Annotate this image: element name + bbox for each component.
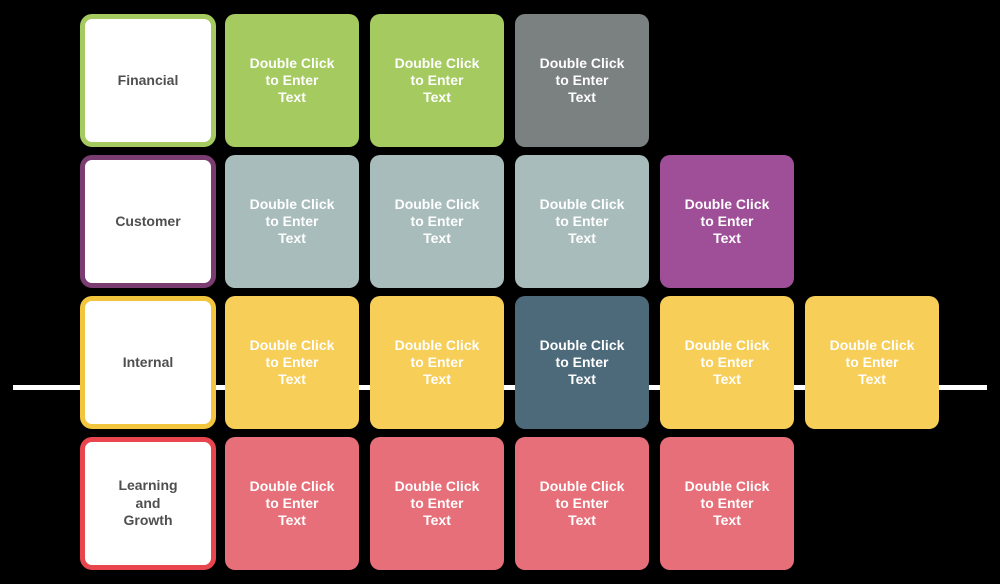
placeholder-card-text: Double Click to Enter Text: [830, 337, 915, 387]
placeholder-card-text-line: Double Click: [249, 478, 335, 495]
row-label-text-customer: Customer: [115, 213, 180, 231]
placeholder-card-text-line: to Enter: [410, 354, 464, 371]
row-label-text-learning-and-growth-line: Growth: [123, 512, 173, 529]
placeholder-card-learning-and-growth-4[interactable]: Double Click to Enter Text: [660, 437, 794, 570]
placeholder-card-text-line: Double Click: [539, 478, 625, 495]
row-label-card-internal[interactable]: Internal: [80, 296, 216, 429]
placeholder-card-financial-2[interactable]: Double Click to Enter Text: [370, 14, 504, 147]
placeholder-card-text-line: to Enter: [410, 495, 464, 512]
placeholder-card-text-line: to Enter: [700, 495, 754, 512]
placeholder-card-learning-and-growth-1[interactable]: Double Click to Enter Text: [225, 437, 359, 570]
placeholder-card-text: Double Click to Enter Text: [395, 196, 480, 246]
placeholder-card-text-line: Text: [423, 370, 451, 387]
row-label-text-financial-line: Financial: [117, 71, 179, 88]
placeholder-card-text: Double Click to Enter Text: [540, 55, 625, 105]
placeholder-card-text-line: to Enter: [555, 495, 609, 512]
placeholder-card-customer-2[interactable]: Double Click to Enter Text: [370, 155, 504, 288]
placeholder-card-text-line: Text: [858, 370, 886, 387]
placeholder-card-text-line: Text: [278, 88, 306, 105]
placeholder-card-text-line: Double Click: [249, 337, 335, 354]
placeholder-card-text-line: Text: [713, 229, 741, 246]
placeholder-card-text-line: Text: [278, 511, 306, 528]
placeholder-card-text: Double Click to Enter Text: [540, 196, 625, 246]
placeholder-card-learning-and-growth-2[interactable]: Double Click to Enter Text: [370, 437, 504, 570]
placeholder-card-text: Double Click to Enter Text: [395, 478, 480, 528]
placeholder-card-learning-and-growth-3[interactable]: Double Click to Enter Text: [515, 437, 649, 570]
placeholder-card-text-line: Text: [568, 370, 596, 387]
placeholder-card-text-line: to Enter: [265, 72, 319, 89]
row-label-text-internal-line: Internal: [122, 353, 174, 370]
placeholder-card-text-line: to Enter: [410, 72, 464, 89]
placeholder-card-text-line: to Enter: [265, 213, 319, 230]
placeholder-card-text-line: Text: [568, 511, 596, 528]
placeholder-card-text: Double Click to Enter Text: [250, 55, 335, 105]
row-label-text-learning-and-growth-line: Learning: [118, 477, 178, 494]
placeholder-card-text-line: to Enter: [265, 495, 319, 512]
placeholder-card-text-line: Double Click: [539, 196, 625, 213]
placeholder-card-customer-1[interactable]: Double Click to Enter Text: [225, 155, 359, 288]
placeholder-card-text-line: Text: [423, 88, 451, 105]
placeholder-card-customer-4[interactable]: Double Click to Enter Text: [660, 155, 794, 288]
placeholder-card-internal-4[interactable]: Double Click to Enter Text: [660, 296, 794, 429]
placeholder-card-text-line: Double Click: [829, 337, 915, 354]
placeholder-card-text-line: Double Click: [684, 196, 770, 213]
placeholder-card-text-line: Double Click: [394, 478, 480, 495]
row-label-text-customer-line: Customer: [115, 212, 181, 229]
placeholder-card-text-line: Double Click: [394, 196, 480, 213]
placeholder-card-text-line: Double Click: [684, 478, 770, 495]
placeholder-card-text-line: to Enter: [555, 213, 609, 230]
placeholder-card-text-line: Text: [423, 229, 451, 246]
row-label-text-learning-and-growth: Learning and Growth: [118, 477, 177, 530]
placeholder-card-financial-3[interactable]: Double Click to Enter Text: [515, 14, 649, 147]
placeholder-card-text-line: Double Click: [249, 55, 335, 72]
placeholder-card-text-line: Double Click: [394, 55, 480, 72]
placeholder-card-customer-3[interactable]: Double Click to Enter Text: [515, 155, 649, 288]
placeholder-card-text-line: to Enter: [700, 354, 754, 371]
placeholder-card-text-line: Double Click: [249, 196, 335, 213]
placeholder-card-text-line: to Enter: [555, 72, 609, 89]
placeholder-card-text: Double Click to Enter Text: [395, 337, 480, 387]
placeholder-card-text: Double Click to Enter Text: [685, 337, 770, 387]
placeholder-card-text: Double Click to Enter Text: [250, 337, 335, 387]
row-label-text-learning-and-growth-line: and: [135, 494, 161, 511]
placeholder-card-internal-5[interactable]: Double Click to Enter Text: [805, 296, 939, 429]
placeholder-card-internal-3[interactable]: Double Click to Enter Text: [515, 296, 649, 429]
placeholder-card-text-line: to Enter: [555, 354, 609, 371]
placeholder-card-text-line: to Enter: [700, 213, 754, 230]
placeholder-card-text-line: Text: [278, 370, 306, 387]
placeholder-card-text: Double Click to Enter Text: [250, 478, 335, 528]
placeholder-card-text-line: Double Click: [539, 337, 625, 354]
placeholder-card-text: Double Click to Enter Text: [395, 55, 480, 105]
row-label-text-internal: Internal: [123, 354, 174, 372]
placeholder-card-text-line: to Enter: [265, 354, 319, 371]
placeholder-card-text-line: Text: [278, 229, 306, 246]
placeholder-card-text-line: Text: [423, 511, 451, 528]
placeholder-card-text-line: Text: [713, 511, 741, 528]
placeholder-card-text-line: to Enter: [845, 354, 899, 371]
placeholder-card-text: Double Click to Enter Text: [685, 478, 770, 528]
placeholder-card-text: Double Click to Enter Text: [540, 478, 625, 528]
placeholder-card-text-line: Text: [568, 88, 596, 105]
row-label-card-learning-and-growth[interactable]: Learning and Growth: [80, 437, 216, 570]
placeholder-card-text: Double Click to Enter Text: [250, 196, 335, 246]
placeholder-card-text-line: to Enter: [410, 213, 464, 230]
row-label-text-financial: Financial: [118, 72, 179, 90]
placeholder-card-text: Double Click to Enter Text: [540, 337, 625, 387]
placeholder-card-financial-1[interactable]: Double Click to Enter Text: [225, 14, 359, 147]
placeholder-card-text-line: Double Click: [394, 337, 480, 354]
row-label-card-customer[interactable]: Customer: [80, 155, 216, 288]
placeholder-card-internal-2[interactable]: Double Click to Enter Text: [370, 296, 504, 429]
placeholder-card-internal-1[interactable]: Double Click to Enter Text: [225, 296, 359, 429]
placeholder-card-text-line: Text: [568, 229, 596, 246]
placeholder-card-text-line: Double Click: [684, 337, 770, 354]
placeholder-card-text-line: Text: [713, 370, 741, 387]
placeholder-card-text: Double Click to Enter Text: [685, 196, 770, 246]
row-label-card-financial[interactable]: Financial: [80, 14, 216, 147]
placeholder-card-text-line: Double Click: [539, 55, 625, 72]
